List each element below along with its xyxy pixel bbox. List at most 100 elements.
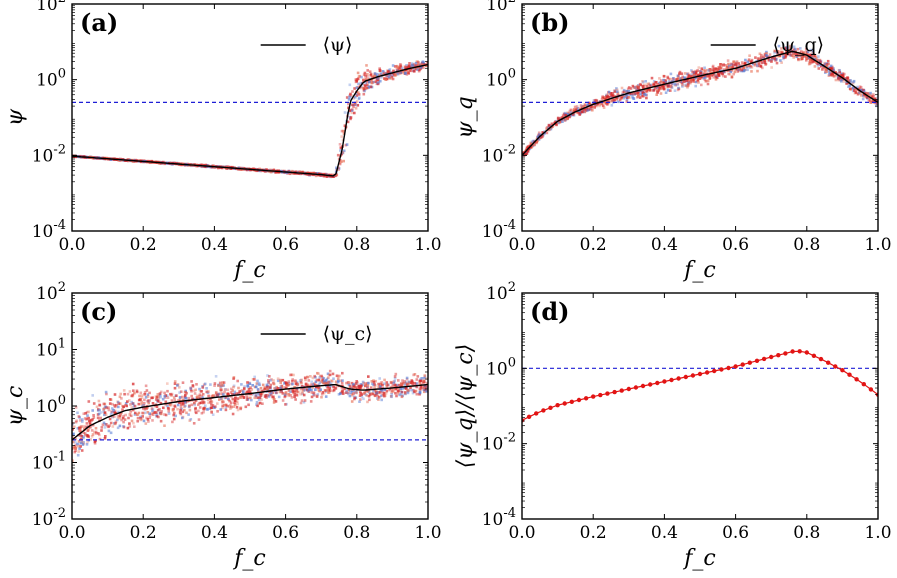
scatter-point — [270, 393, 273, 397]
scatter-point — [718, 67, 721, 71]
scatter-point — [272, 395, 275, 399]
scatter-point — [258, 167, 261, 170]
scatter-point — [76, 411, 79, 415]
scatter-point — [618, 98, 622, 102]
scatter-point — [728, 72, 732, 76]
scatter-point — [122, 405, 125, 408]
scatter-point — [538, 136, 542, 140]
y-tick-base: 10 — [482, 510, 504, 530]
scatter-point — [300, 399, 304, 402]
scatter-point — [812, 54, 816, 57]
scatter-point — [81, 420, 84, 423]
scatter-point — [366, 83, 369, 86]
scatter-point — [673, 83, 677, 86]
legend-label: ⟨ψ_q⟩ — [773, 34, 824, 56]
scatter-point — [236, 397, 240, 400]
y-tick-label: 100 — [486, 67, 516, 91]
scatter-point — [244, 391, 248, 394]
scatter-point — [613, 95, 616, 98]
scatter-point — [389, 385, 393, 389]
scatter-point — [825, 63, 829, 66]
scatter-point — [422, 378, 425, 382]
scatter-point — [248, 382, 252, 385]
scatter-point — [179, 400, 183, 404]
scatter-point — [373, 74, 377, 77]
scatter-point — [750, 58, 754, 62]
scatter-point — [771, 58, 775, 61]
scatter-point — [594, 103, 597, 106]
scatter-point — [711, 65, 715, 69]
scatter-point — [314, 380, 318, 384]
scatter-point — [364, 81, 367, 85]
scatter-point — [367, 86, 371, 89]
scatter-point — [633, 86, 637, 89]
scatter-point — [269, 379, 272, 382]
scatter-point — [545, 131, 549, 135]
scatter-point — [190, 380, 193, 383]
scatter-point — [780, 61, 783, 64]
scatter-point — [170, 392, 174, 396]
y-tick-label: 102 — [486, 280, 516, 304]
scatter-point — [93, 430, 96, 434]
scatter-point — [703, 72, 706, 75]
scatter-point — [526, 149, 529, 153]
scatter-point — [158, 408, 161, 411]
scatter-point — [356, 78, 359, 81]
scatter-point — [844, 77, 848, 81]
scatter-point — [267, 381, 270, 384]
scatter-point — [698, 75, 702, 79]
scatter-point — [417, 61, 420, 64]
scatter-point — [302, 393, 306, 397]
y-tick-label: 10-4 — [482, 506, 516, 530]
scatter-point — [402, 67, 405, 70]
scatter-point — [193, 402, 196, 405]
scatter-point — [308, 387, 311, 390]
scatter-point — [368, 80, 371, 83]
scatter-point — [422, 66, 425, 69]
scatter-point — [417, 63, 420, 67]
scatter-point — [738, 68, 741, 72]
scatter-point — [89, 425, 92, 429]
scatter-point — [743, 69, 746, 72]
scatter-point — [179, 403, 183, 407]
scatter-point — [652, 84, 655, 87]
scatter-point — [269, 168, 272, 172]
scatter-point — [345, 389, 349, 392]
scatter-point — [287, 393, 291, 396]
scatter-point — [708, 74, 711, 78]
scatter-point — [846, 79, 849, 82]
scatter-point — [794, 54, 798, 58]
scatter-point — [773, 49, 776, 53]
scatter-point — [423, 63, 427, 66]
scatter-point — [635, 88, 638, 91]
scatter-point — [139, 391, 143, 395]
scatter-point — [624, 93, 628, 97]
scatter-point — [620, 86, 624, 90]
scatter-point — [689, 80, 693, 83]
scatter-point — [226, 404, 229, 408]
scatter-point — [140, 396, 144, 399]
scatter-point — [111, 402, 114, 406]
scatter-point — [207, 394, 210, 398]
scatter-point — [613, 90, 617, 93]
scatter-point — [231, 397, 235, 401]
scatter-point — [254, 394, 258, 398]
scatter-point — [255, 169, 259, 172]
scatter-point — [84, 412, 87, 415]
scatter-point — [239, 407, 242, 411]
scatter-point — [236, 379, 239, 383]
scatter-point — [198, 406, 202, 409]
scatter-point — [690, 78, 693, 82]
scatter-point — [296, 382, 299, 386]
scatter-point — [572, 108, 576, 111]
scatter-point — [730, 75, 734, 78]
scatter-point — [213, 166, 216, 169]
scatter-point — [80, 449, 84, 452]
scatter-point — [134, 158, 137, 162]
scatter-point — [790, 54, 794, 57]
scatter-point — [230, 392, 234, 396]
scatter-point — [306, 389, 310, 393]
scatter-point — [684, 72, 687, 75]
scatter-point — [79, 445, 82, 448]
scatter-point — [269, 383, 272, 387]
